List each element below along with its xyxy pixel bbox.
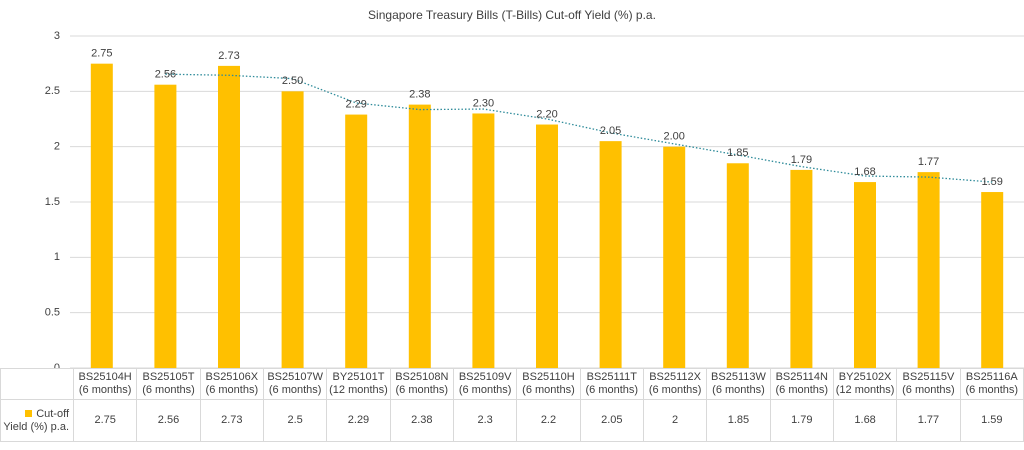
- table-value: 2.29: [326, 399, 391, 442]
- x-tick-label: BS25111T (6 months): [579, 368, 644, 400]
- legend-entry: Cut-off Yield (%) p.a.: [0, 399, 74, 442]
- data-label: 2.20: [536, 108, 557, 120]
- table-value: 2.75: [72, 399, 138, 442]
- table-value: 2.3: [452, 399, 518, 442]
- data-label: 2.00: [663, 131, 684, 143]
- y-tick-label: 2.5: [45, 85, 60, 97]
- data-label: 2.38: [409, 89, 430, 101]
- x-tick-label: BS25105T (6 months): [136, 368, 201, 400]
- table-value: 1.77: [896, 399, 961, 442]
- x-tick-label: BS25107W (6 months): [262, 368, 328, 400]
- data-label: 2.30: [473, 97, 494, 109]
- table-header: BS25104H (6 months) BS25105T (6 months) BS…: [0, 368, 1024, 400]
- table-value: 2.56: [136, 399, 201, 442]
- bar: [472, 113, 495, 368]
- data-label: 1.68: [854, 166, 875, 178]
- bar: [726, 163, 749, 368]
- y-tick-label: 1: [54, 251, 60, 263]
- data-label: 2.73: [218, 50, 239, 62]
- table-value: 2: [642, 399, 708, 442]
- corner-cell: [0, 368, 74, 400]
- bar: [917, 172, 940, 368]
- x-tick-label: BS25110H (6 months): [516, 368, 581, 400]
- plot: Singapore Treasury Bills (T-Bills) Cut-o…: [45, 8, 1024, 368]
- data-label: 1.85: [727, 147, 748, 159]
- legend-label: Cut-off Yield (%) p.a.: [3, 407, 69, 433]
- bar: [408, 104, 431, 368]
- x-tick-label: BY25101T (12 months): [326, 368, 391, 400]
- bar: [281, 91, 304, 368]
- x-tick-label: BS25114N (6 months): [769, 368, 834, 400]
- y-tick-label: 3: [54, 30, 60, 42]
- table-value: 1.59: [959, 399, 1024, 442]
- x-tick-label: BS25113W (6 months): [706, 368, 771, 400]
- x-tick-label: BY25102X (12 months): [832, 368, 898, 400]
- bar: [345, 114, 368, 368]
- x-tick-label: BS25115V (6 months): [896, 368, 961, 400]
- x-tick-label: BS25104H (6 months): [72, 368, 138, 400]
- bar: [981, 192, 1004, 368]
- table-value: 2.38: [389, 399, 454, 442]
- table-value: 2.05: [579, 399, 644, 442]
- table-value: 2.73: [199, 399, 264, 442]
- data-label: 2.05: [600, 125, 621, 137]
- data-label: 2.56: [155, 69, 176, 81]
- table-value: 2.2: [516, 399, 581, 442]
- bar: [663, 146, 686, 368]
- chart-title: Singapore Treasury Bills (T-Bills) Cut-o…: [368, 8, 656, 22]
- bar: [218, 65, 240, 368]
- data-label: 2.29: [345, 98, 366, 110]
- x-tick-label: BS25108N (6 months): [389, 368, 454, 400]
- x-tick-label: BS25112X (6 months): [642, 368, 708, 400]
- y-tick-label: 1.5: [45, 196, 60, 208]
- table-value: 2.5: [262, 399, 328, 442]
- bar: [790, 169, 813, 368]
- table-value: 1.68: [832, 399, 898, 442]
- y-tick-label: 2: [54, 141, 60, 153]
- data-label: 1.77: [918, 156, 939, 168]
- data-label: 2.50: [282, 75, 303, 87]
- bar: [599, 141, 622, 368]
- data-table: BS25104H (6 months) BS25105T (6 months) BS…: [0, 368, 1024, 442]
- x-tick-label: BS25116A (6 months): [959, 368, 1024, 400]
- y-tick-label: 0.5: [45, 307, 60, 319]
- table-row: Cut-off Yield (%) p.a. 2.75 2.56 2.73 2.5 2.2…: [0, 399, 1024, 442]
- data-label: 2.75: [91, 48, 112, 60]
- x-tick-label: BS25106X (6 months): [199, 368, 264, 400]
- table-value: 1.79: [769, 399, 834, 442]
- y-tick-label: 0: [54, 362, 60, 368]
- bar: [854, 182, 876, 368]
- legend-swatch: [25, 409, 33, 417]
- bar: [90, 63, 113, 368]
- table-value: 1.85: [706, 399, 771, 442]
- bar: [154, 84, 177, 368]
- bar: [536, 124, 558, 368]
- data-label: 1.79: [791, 154, 812, 166]
- x-tick-label: BS25109V (6 months): [452, 368, 518, 400]
- data-label: 1.59: [981, 176, 1002, 188]
